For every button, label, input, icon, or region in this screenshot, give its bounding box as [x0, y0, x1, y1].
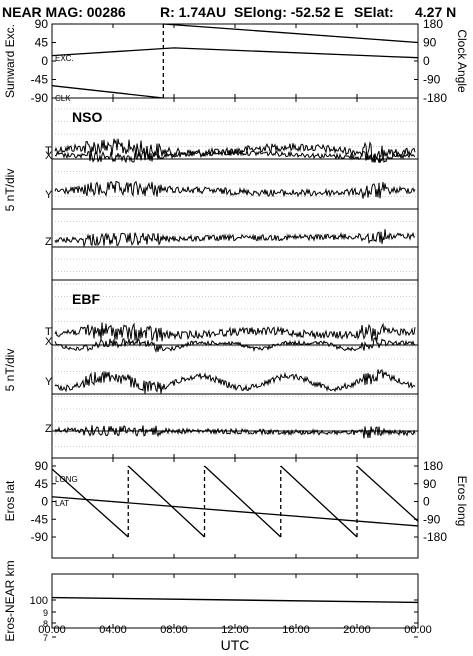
sunward-right-tick-label: 0 [423, 54, 430, 68]
selat-label: SElat: [354, 4, 394, 20]
sunward-left-tick-label: -90 [31, 91, 49, 105]
eros-long-line [280, 465, 358, 538]
nso-trace-label-y: Y [45, 189, 53, 201]
nso-trace-label-x: X [45, 150, 53, 162]
x-tick-label: 04:00 [99, 624, 127, 636]
eros-left-tick-label: 0 [41, 495, 48, 509]
eros-long-line [127, 465, 205, 538]
nso-trace-label-z: Z [45, 236, 52, 248]
eros-long-line [204, 465, 282, 538]
clock-angle-line-b [163, 23, 419, 44]
selong-label: SElong: -52.52 E [234, 4, 344, 20]
distance-tick-label: 9 [43, 608, 48, 618]
x-tick-label: 16:00 [282, 624, 310, 636]
ebf-panel-label: EBF [72, 291, 100, 307]
ebf-t-trace [54, 322, 416, 344]
exc-series-line [51, 47, 419, 59]
range-label: R: 1.74AU [160, 4, 226, 20]
eros-long-line [356, 465, 419, 522]
x-tick-label: 12:00 [221, 624, 249, 636]
nso-x-trace [54, 149, 416, 164]
nso-z-trace [54, 229, 416, 248]
ebf-y-trace [54, 369, 416, 394]
eros-left-tick-label: -45 [31, 512, 49, 526]
nso-trace-label-t: T [45, 145, 52, 157]
eros-left-tick-label: -90 [31, 530, 49, 544]
x-tick-label: 00:00 [404, 624, 432, 636]
nso-y-trace [54, 180, 416, 199]
ebf-trace-label-z: Z [45, 423, 52, 435]
eros-left-tick-label: 90 [35, 459, 49, 473]
ebf-trace-label-x: X [45, 336, 53, 348]
distance-tick-label: 100 [30, 595, 48, 607]
eros-right-tick-label: 0 [423, 495, 430, 509]
eros-long-ylabel: Eros long [455, 476, 469, 527]
sunward-right-tick-label: -180 [423, 91, 447, 105]
x-axis-label: UTC [221, 637, 250, 653]
ebf-trace-label-y: Y [45, 376, 53, 388]
eros-panel [51, 457, 419, 559]
long-annotation: LONG [55, 475, 78, 484]
ebf-trace-label-t: T [45, 326, 52, 338]
sunward-panel [51, 23, 419, 99]
exc-annotation: EXC. [55, 54, 74, 63]
eros-lat-ylabel: Eros lat [3, 480, 17, 521]
ebf-x-trace [54, 337, 416, 353]
clock-angle-ylabel: Clock Angle [455, 29, 469, 93]
sunward-ylabel: Sunward Exc. [3, 24, 17, 98]
eros-left-tick-label: 45 [35, 477, 49, 491]
nso-t-trace [54, 138, 416, 163]
sunward-left-tick-label: 90 [35, 17, 49, 31]
nso-panel-label: NSO [72, 109, 102, 125]
eros-lat-line [51, 496, 419, 527]
distance-line [51, 596, 419, 604]
lat-annotation: LAT [55, 499, 69, 508]
sunward-right-tick-label: -90 [423, 73, 441, 87]
ebf-ylabel: 5 nT/div [3, 349, 17, 392]
distance-ylabel: Eros-NEAR km [3, 560, 17, 641]
distance-tick-label: 7 [43, 633, 48, 643]
clk-annotation: CLK [55, 94, 71, 103]
sunward-right-tick-label: 180 [423, 17, 443, 31]
clock-angle-line-a [51, 85, 164, 99]
eros-right-tick-label: -180 [423, 530, 447, 544]
nso-ylabel: 5 nT/div [3, 169, 17, 212]
eros-right-tick-label: 90 [423, 477, 437, 491]
eros-right-tick-label: -90 [423, 512, 441, 526]
sunward-right-tick-label: 90 [423, 36, 437, 50]
x-tick-label: 20:00 [343, 624, 371, 636]
ebf-z-trace [54, 425, 416, 439]
x-tick-label: 08:00 [160, 624, 188, 636]
selat-value: 4.27 N [415, 4, 456, 20]
sunward-left-tick-label: -45 [31, 73, 49, 87]
eros-right-tick-label: 180 [423, 459, 443, 473]
chart-marks [51, 23, 419, 638]
sunward-left-tick-label: 0 [41, 54, 48, 68]
eros-long-line [51, 468, 129, 538]
distance-tick-label: 8 [43, 619, 48, 629]
plot-title: NEAR MAG: 00286 [2, 4, 126, 20]
sunward-left-tick-label: 45 [35, 36, 49, 50]
x-tick-label: 00:00 [38, 624, 66, 636]
